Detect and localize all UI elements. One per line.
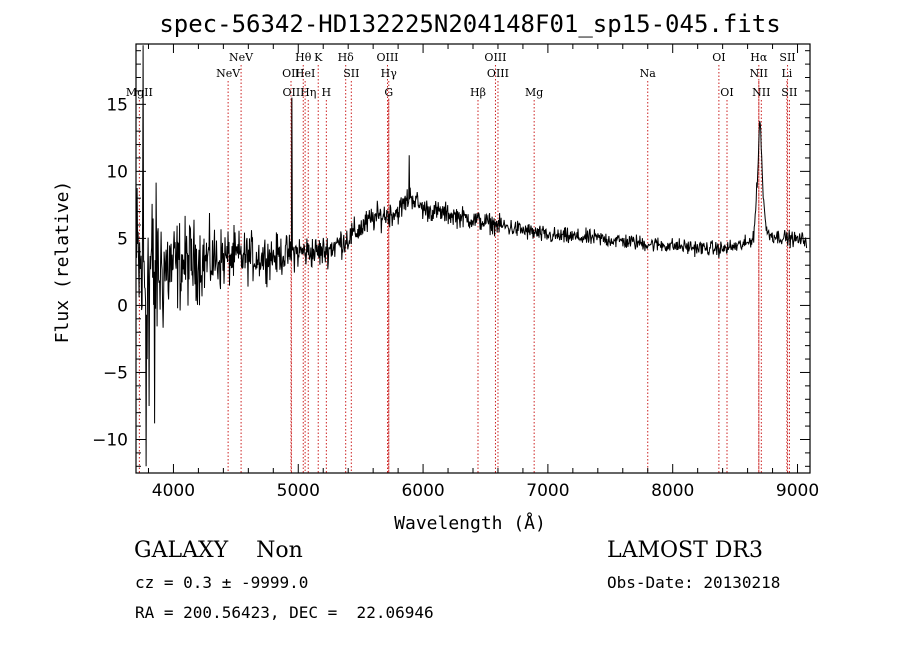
y-tick-label: 5 — [117, 229, 128, 249]
x-tick-label: 6000 — [401, 481, 444, 501]
y-tick-label: 10 — [106, 162, 128, 182]
plot-frame — [135, 43, 811, 474]
y-tick-label: 0 — [117, 296, 128, 316]
x-tick-label: 4000 — [152, 481, 195, 501]
line-label: SII — [779, 51, 795, 64]
x-tick-label: 8000 — [651, 481, 694, 501]
line-label: Hα — [750, 51, 768, 64]
line-label: Hδ — [338, 51, 355, 64]
line-label: Hη — [300, 86, 316, 99]
line-label: OIII — [487, 67, 509, 80]
x-tick-label: 5000 — [277, 481, 320, 501]
line-label: Hθ — [295, 51, 312, 64]
x-tick-label: 9000 — [776, 481, 819, 501]
y-tick-label: −5 — [103, 363, 128, 383]
line-label: Hγ — [381, 67, 398, 80]
redshift-line: cz = 0.3 ± -9999.0 — [135, 573, 309, 592]
line-label: NII — [752, 86, 770, 99]
line-label: Li — [781, 67, 792, 80]
line-label: OI — [720, 86, 733, 99]
y-tick-label: 15 — [106, 95, 128, 115]
obs-date: Obs-Date: 20130218 — [607, 573, 781, 592]
x-axis-label: Wavelength (Å) — [394, 512, 546, 534]
line-label: OI — [712, 51, 725, 64]
line-label: HeI — [295, 67, 315, 80]
x-tick-label: 7000 — [526, 481, 569, 501]
coordinates: RA = 200.56423, DEC = 22.06946 — [135, 603, 434, 622]
line-label: G — [384, 86, 393, 99]
line-label: OII — [282, 67, 300, 80]
line-label: NeV — [229, 51, 254, 64]
spectrum-layer — [136, 45, 808, 467]
y-axis-label: Flux (relative) — [52, 181, 73, 344]
chart-title: spec-56342-HD132225N204148F01_sp15-045.f… — [159, 10, 780, 38]
survey-name: LAMOST DR3 — [607, 538, 763, 563]
line-label: Mg — [525, 86, 543, 99]
line-label: H — [322, 86, 332, 99]
line-label: MgII — [126, 86, 153, 99]
line-label: NII — [750, 67, 768, 80]
line-label: OII — [283, 86, 301, 99]
line-label: OIII — [484, 51, 506, 64]
spectrum-line — [136, 45, 808, 467]
axis-ticks: 4000 5000 6000 7000 8000 9000 −10 −5 0 5 10 15 — [92, 44, 819, 501]
line-label: Hβ — [470, 86, 486, 99]
object-class: GALAXY Non — [134, 538, 303, 563]
line-label: Na — [640, 67, 657, 80]
line-label: K — [314, 51, 323, 64]
line-label: SII — [781, 86, 797, 99]
line-label: NeV — [216, 67, 241, 80]
line-label: SII — [343, 67, 359, 80]
y-tick-label: −10 — [92, 430, 128, 450]
line-label: OIII — [376, 51, 398, 64]
